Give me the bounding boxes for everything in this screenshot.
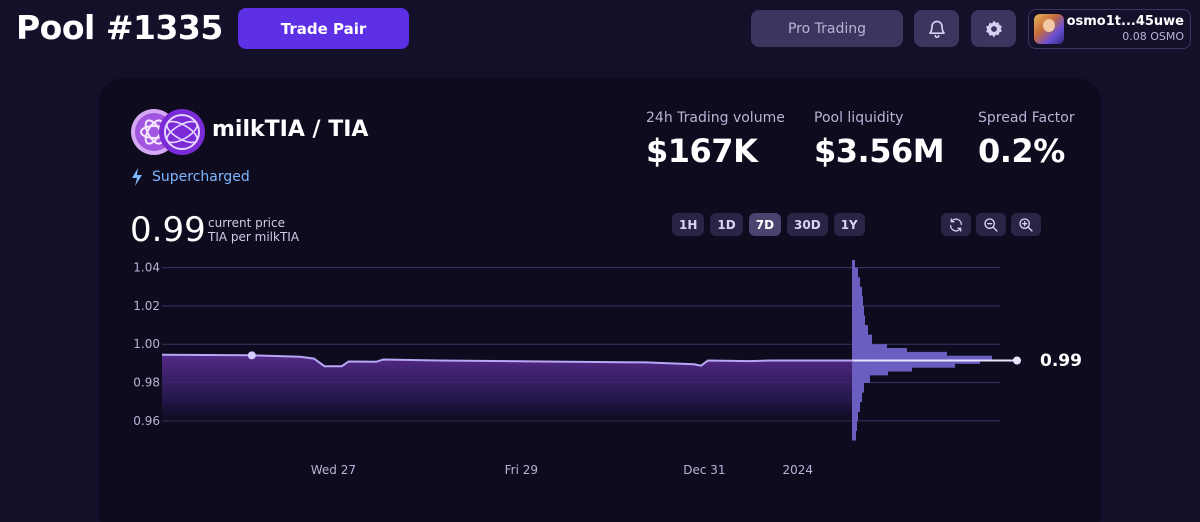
liquidity-bar <box>852 411 858 422</box>
zoom-out-button[interactable] <box>976 213 1006 236</box>
page-title: Pool #1335 <box>16 8 223 47</box>
liquidity-bar <box>852 355 992 361</box>
liquidity-bar <box>852 344 887 349</box>
stat-value: $3.56M <box>814 132 945 170</box>
x-tick-label: Fri 29 <box>505 463 538 477</box>
tia-token-icon <box>159 109 205 155</box>
current-price-handle[interactable] <box>1013 356 1021 365</box>
settings-button[interactable] <box>971 10 1016 47</box>
stat-volume: 24h Trading volume $167K <box>646 110 785 170</box>
avatar <box>1034 14 1064 44</box>
notifications-button[interactable] <box>914 10 959 47</box>
liquidity-bar <box>852 325 868 336</box>
refresh-icon <box>950 217 962 232</box>
stat-label: Pool liquidity <box>814 110 904 126</box>
liquidity-bar <box>852 305 864 316</box>
y-tick-label: 1.04 <box>133 261 160 275</box>
liquidity-bar <box>852 267 858 278</box>
wallet-address: osmo1t...45uwe <box>1066 14 1184 29</box>
price-meta: current price TIA per milkTIA <box>208 216 299 244</box>
liquidity-bar <box>852 363 955 368</box>
liquidity-bar <box>852 296 863 307</box>
gear-icon <box>985 20 1002 37</box>
x-tick-label: 2024 <box>782 463 813 477</box>
liquidity-bar <box>852 351 947 357</box>
liquidity-bar <box>852 392 862 403</box>
liquidity-bar <box>852 371 888 376</box>
y-tick-label: 1.00 <box>133 337 160 351</box>
current-price-tag: 0.99 <box>1040 351 1082 371</box>
x-tick-label: Wed 27 <box>311 463 356 477</box>
range-button-7d[interactable]: 7D <box>748 213 782 236</box>
stat-label: 24h Trading volume <box>646 110 785 126</box>
pair-name: milkTIA / TIA <box>212 117 369 142</box>
y-tick-label: 0.98 <box>133 376 160 390</box>
range-button-1d[interactable]: 1D <box>710 213 743 236</box>
top-bar: Pool #1335 Trade Pair Pro Trading osmo1t… <box>0 0 1200 60</box>
x-tick-label: Dec 31 <box>683 463 725 477</box>
range-button-30d[interactable]: 30D <box>787 213 828 236</box>
stat-spread-factor: Spread Factor 0.2% <box>978 110 1075 170</box>
zoom-in-button[interactable] <box>1011 213 1041 236</box>
supercharged-label: Supercharged <box>152 169 250 185</box>
token-pair-icons <box>130 108 206 156</box>
stat-liquidity: Pool liquidity $3.56M <box>814 110 945 170</box>
stat-label: Spread Factor <box>978 110 1075 126</box>
liquidity-bar <box>852 359 980 364</box>
lightning-icon <box>132 168 142 186</box>
liquidity-bar <box>852 420 857 431</box>
range-selector: 1H 1D 7D 30D 1Y <box>672 213 865 236</box>
price-caption: current price <box>208 216 285 230</box>
y-tick-label: 0.96 <box>133 414 160 428</box>
liquidity-bar <box>852 277 860 288</box>
price-area-fill <box>162 354 853 430</box>
liquidity-bar <box>852 382 864 393</box>
stat-value: $167K <box>646 132 758 170</box>
zoom-out-icon <box>984 217 998 232</box>
range-button-1y[interactable]: 1Y <box>833 213 865 236</box>
current-price-value: 0.99 <box>130 210 206 250</box>
liquidity-bar <box>852 374 870 384</box>
zoom-controls <box>941 213 1041 236</box>
pool-card <box>99 78 1101 522</box>
pro-trading-button[interactable]: Pro Trading <box>751 10 903 47</box>
liquidity-bar <box>852 334 872 345</box>
price-hover-point <box>247 351 256 360</box>
y-tick-label: 1.02 <box>133 299 160 313</box>
price-line <box>161 353 853 368</box>
liquidity-bar <box>852 259 855 269</box>
liquidity-bar <box>852 401 860 412</box>
stat-value: 0.2% <box>978 132 1065 170</box>
reset-zoom-button[interactable] <box>941 213 971 236</box>
price-unit: TIA per milkTIA <box>208 230 300 244</box>
trade-pair-button[interactable]: Trade Pair <box>238 8 409 49</box>
wallet-balance: 0.08 OSMO <box>1122 30 1184 43</box>
supercharged-badge[interactable]: Supercharged <box>131 168 250 186</box>
zoom-in-icon <box>1019 217 1033 232</box>
liquidity-bar <box>852 367 912 372</box>
liquidity-bar <box>852 286 862 297</box>
range-button-1h[interactable]: 1H <box>672 213 705 236</box>
liquidity-bar <box>852 348 907 353</box>
bell-icon <box>928 20 945 38</box>
liquidity-bar <box>852 315 865 326</box>
wallet-button[interactable]: osmo1t...45uwe 0.08 OSMO <box>1028 9 1191 49</box>
liquidity-bar <box>852 430 856 441</box>
